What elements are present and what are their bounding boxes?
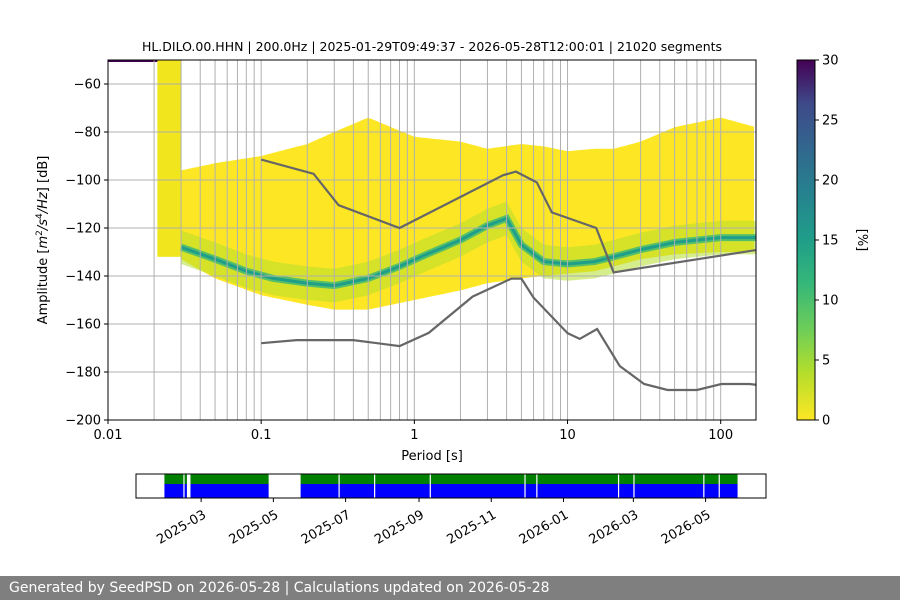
timeline-tick-label: 2026-01 bbox=[517, 508, 572, 548]
psd-density-lowperiod bbox=[157, 60, 182, 257]
footer-bar: Generated by SeedPSD on 2026-05-28 | Cal… bbox=[0, 576, 900, 600]
timeline-tick-label: 2025-09 bbox=[372, 508, 427, 548]
colorbar-label: [%] bbox=[854, 229, 869, 252]
psd-chart: HL.DILO.00.HHN | 200.0Hz | 2025-01-29T09… bbox=[35, 39, 869, 548]
x-tick-label: 0.01 bbox=[94, 428, 123, 443]
y-tick-label: −80 bbox=[74, 126, 101, 141]
timeline-gap bbox=[718, 474, 720, 498]
timeline-gap bbox=[703, 474, 705, 498]
nlnm-line bbox=[261, 277, 756, 392]
colorbar-tick-label: 25 bbox=[822, 114, 839, 129]
y-axis-label-part: ] [dB] bbox=[36, 156, 51, 193]
x-axis-label: Period [s] bbox=[401, 449, 463, 464]
timeline-segment bbox=[300, 474, 738, 484]
x-tick-label: 1 bbox=[410, 428, 418, 443]
timeline-segment bbox=[190, 484, 269, 498]
y-axis-ticks: −200 −180 −160 −140 −120 −100 −80 −60 bbox=[65, 78, 108, 429]
x-tick-label: 100 bbox=[708, 428, 733, 443]
psd-saturation-line bbox=[108, 60, 158, 62]
colorbar-tick-label: 0 bbox=[822, 414, 830, 429]
timeline-tick-label: 2025-03 bbox=[154, 508, 209, 548]
timeline-gap bbox=[338, 474, 340, 498]
y-tick-label: −120 bbox=[65, 222, 101, 237]
timeline-gap bbox=[633, 474, 635, 498]
y-tick-label: −100 bbox=[65, 174, 101, 189]
timeline-tick-label: 2025-11 bbox=[445, 508, 500, 548]
footer-text: Generated by SeedPSD on 2026-05-28 | Cal… bbox=[9, 580, 550, 596]
chart-title: HL.DILO.00.HHN | 200.0Hz | 2025-01-29T09… bbox=[142, 39, 722, 54]
y-tick-label: −60 bbox=[74, 78, 101, 93]
y-axis-label-part: Hz bbox=[36, 191, 51, 209]
timeline-tick-label: 2026-03 bbox=[587, 508, 642, 548]
noise-model-lines bbox=[260, 158, 756, 392]
timeline-segments bbox=[164, 474, 738, 498]
timeline-gap bbox=[183, 474, 185, 498]
y-axis-label-part: 2 bbox=[35, 230, 45, 236]
timeline-tick-label: 2025-05 bbox=[227, 508, 282, 548]
y-axis-label-part: / bbox=[36, 224, 51, 231]
colorbar-tick-label: 5 bbox=[822, 354, 830, 369]
timeline-segment bbox=[164, 474, 187, 484]
y-tick-label: −180 bbox=[65, 366, 101, 381]
y-axis-label-part: / bbox=[36, 207, 51, 214]
colorbar-tick-label: 30 bbox=[822, 54, 839, 69]
colorbar-tick-label: 10 bbox=[822, 294, 839, 309]
y-tick-label: −140 bbox=[65, 270, 101, 285]
x-axis-ticks: 0.01 0.1 1 10 100 bbox=[94, 420, 733, 443]
x-tick-label: 10 bbox=[559, 428, 576, 443]
timeline-tick-label: 2025-07 bbox=[299, 508, 354, 548]
y-tick-label: −200 bbox=[65, 414, 101, 429]
plot-frame bbox=[107, 59, 757, 421]
nhnm-line bbox=[260, 158, 756, 274]
y-axis-label-part: m bbox=[36, 236, 51, 249]
y-axis-label-part: Amplitude [ bbox=[36, 249, 51, 325]
timeline-gaps bbox=[183, 474, 720, 498]
timeline-date-ticks: 2025-03 2025-05 2025-07 2025-09 2025-11 2026-… bbox=[154, 498, 713, 548]
psd-plot-area: 0.01 0.1 1 10 100 −200 −180 −160 −140 −120 −100 −8… bbox=[65, 59, 757, 443]
data-availability-timeline: 2025-03 2025-05 2025-07 2025-09 2025-11 2026-… bbox=[135, 473, 767, 548]
x-tick-label: 0.1 bbox=[251, 428, 272, 443]
timeline-gap bbox=[429, 474, 431, 498]
y-axis-label: Amplitude [m2/s4/Hz] [dB] bbox=[35, 156, 51, 325]
timeline-segment bbox=[190, 474, 269, 484]
timeline-gap bbox=[524, 474, 526, 498]
timeline-gap bbox=[617, 474, 620, 498]
psd-heatmap bbox=[108, 60, 756, 310]
colorbar-tick-label: 20 bbox=[822, 174, 839, 189]
colorbar-ticks: 0 5 10 15 20 25 30 bbox=[815, 54, 839, 429]
y-axis-label-part: s bbox=[36, 219, 51, 226]
grid-lines bbox=[107, 60, 756, 421]
timeline-gap bbox=[374, 474, 376, 498]
timeline-gap bbox=[536, 474, 538, 498]
timeline-frame bbox=[135, 473, 767, 499]
timeline-tick-label: 2026-05 bbox=[659, 508, 714, 548]
colorbar-gradient bbox=[796, 59, 816, 421]
y-axis-label-part: 4 bbox=[35, 213, 45, 219]
timeline-segment bbox=[300, 484, 738, 498]
colorbar-tick-label: 15 bbox=[822, 234, 839, 249]
colorbar: 0 5 10 15 20 25 30 [%] bbox=[796, 54, 869, 429]
timeline-segment bbox=[164, 484, 187, 498]
y-tick-label: −160 bbox=[65, 318, 101, 333]
